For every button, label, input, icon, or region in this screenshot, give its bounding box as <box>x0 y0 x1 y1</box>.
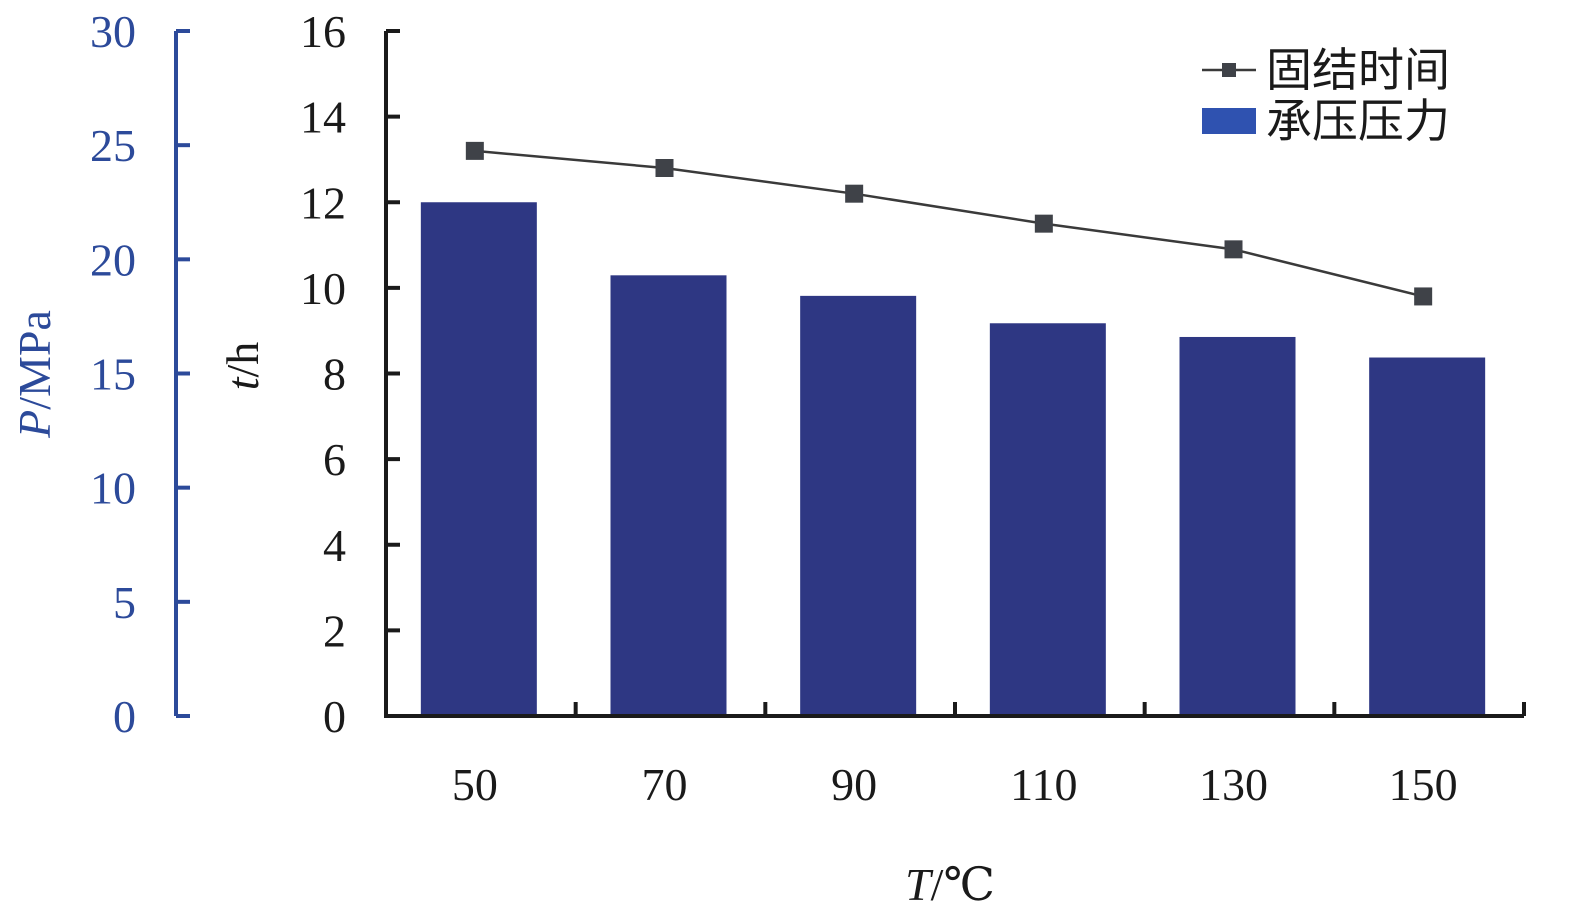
time-tick-label: 10 <box>300 263 346 314</box>
pressure-bar <box>610 275 727 716</box>
axis-titles: P/MPa t/h T/℃ <box>9 310 995 910</box>
time-tick-label: 16 <box>300 6 346 57</box>
pressure-tick-label: 10 <box>90 463 136 514</box>
pressure-axis: 0 5 10 15 20 25 30 <box>90 6 190 742</box>
legend-bar-swatch <box>1202 108 1256 134</box>
time-tick-label: 0 <box>323 691 346 742</box>
temperature-axis-title: T/℃ <box>905 859 995 910</box>
time-tick-label: 4 <box>323 520 346 571</box>
temperature-tick-label: 130 <box>1199 759 1268 810</box>
pressure-tick-label: 0 <box>113 691 136 742</box>
temperature-tick-label: 50 <box>452 759 498 810</box>
pressure-bar <box>989 323 1106 716</box>
consolidation-time-point <box>1224 240 1243 259</box>
time-and-temperature-axes: 0 2 4 6 8 10 12 14 16 50 70 90 110 130 150 <box>300 6 1526 810</box>
legend-label-time: 固结时间 <box>1266 43 1450 97</box>
consolidation-time-point <box>845 184 864 203</box>
consolidation-time-point <box>465 141 484 160</box>
time-tick-label: 8 <box>323 349 346 400</box>
legend-marker-swatch <box>1222 63 1236 77</box>
pressure-bar <box>420 202 537 716</box>
pressure-bar <box>1369 357 1486 716</box>
pressure-axis-title: P/MPa <box>9 310 60 439</box>
pressure-bar <box>1179 336 1296 716</box>
temperature-tick-label: 110 <box>1010 759 1077 810</box>
consolidation-time-series <box>465 141 1433 306</box>
consolidation-time-point <box>1414 287 1433 306</box>
time-tick-label: 14 <box>300 92 346 143</box>
pressure-tick-label: 20 <box>90 234 136 285</box>
time-axis-title: t/h <box>217 342 268 391</box>
consolidation-time-point <box>655 159 674 177</box>
pressure-tick-label: 25 <box>90 120 136 171</box>
legend-label-pressure: 承压压力 <box>1266 94 1450 148</box>
time-tick-label: 6 <box>323 434 346 485</box>
temperature-tick-label: 150 <box>1389 759 1458 810</box>
pressure-bar <box>800 295 917 716</box>
time-tick-label: 2 <box>323 605 346 656</box>
temperature-tick-label: 70 <box>642 759 688 810</box>
pressure-tick-label: 15 <box>90 349 136 400</box>
consolidation-time-line <box>474 149 1424 298</box>
pressure-tick-label: 5 <box>113 577 136 628</box>
pressure-tick-label: 30 <box>90 6 136 57</box>
time-tick-label: 12 <box>300 177 346 228</box>
temperature-tick-label: 90 <box>831 759 877 810</box>
consolidation-time-point <box>1034 214 1053 233</box>
pressure-bars <box>420 202 1486 716</box>
